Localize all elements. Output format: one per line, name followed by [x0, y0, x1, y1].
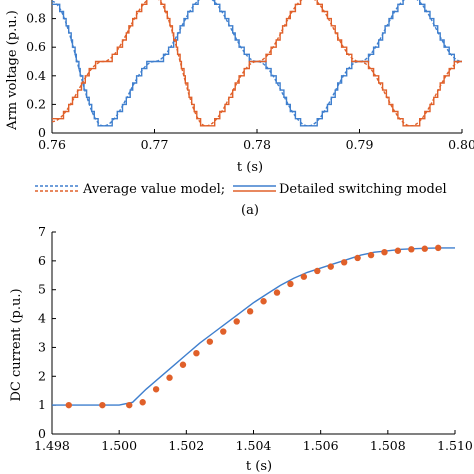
- data-point-marker: [381, 249, 388, 256]
- data-point-marker: [206, 338, 214, 345]
- bottom-xlabel: t (s): [246, 459, 272, 474]
- y-tick-label: 1: [38, 397, 46, 412]
- x-tick-label: 1.500: [101, 438, 137, 453]
- data-point-marker: [367, 251, 375, 259]
- y-tick-label: 0.4: [26, 68, 46, 83]
- series-group: [52, 244, 455, 409]
- y-tick-label: 4: [38, 311, 46, 326]
- series-line: [52, 0, 462, 127]
- data-point-marker: [354, 254, 361, 262]
- x-tick-label: 0.79: [346, 137, 374, 152]
- data-point-marker: [421, 245, 428, 252]
- x-tick-label: 1.508: [370, 438, 406, 453]
- y-tick-label: 0: [38, 125, 46, 140]
- y-tick-label: 5: [38, 282, 46, 297]
- data-point-marker: [287, 280, 294, 288]
- series-group: [52, 0, 462, 127]
- data-point-marker: [233, 318, 240, 325]
- data-point-marker: [273, 289, 281, 296]
- y-tick-label: 0: [38, 426, 46, 441]
- data-point-marker: [126, 401, 133, 409]
- data-point-marker: [408, 246, 415, 253]
- data-point-marker: [327, 263, 334, 270]
- data-point-marker: [65, 401, 72, 409]
- top-xlabel: t (s): [237, 160, 263, 175]
- x-tick-label: 0.78: [243, 137, 271, 152]
- data-point-marker: [166, 374, 173, 381]
- y-tick-label: 6: [38, 253, 46, 268]
- top-plot-area: 0.76 0.77 0.78 0.79 0.80 0 0.2 0.4 0.6 0.8: [26, 0, 474, 152]
- y-tick-label: 7: [38, 224, 46, 239]
- data-point-marker: [435, 244, 442, 252]
- x-tick-label: 0.80: [448, 137, 474, 152]
- bottom-plot-area: 1.498 1.500 1.502 1.504 1.506 1.508 1.510 0 1 2 3 4…: [34, 224, 473, 453]
- y-tick-label: 0.2: [26, 96, 46, 111]
- x-tick-label: 0.77: [141, 137, 169, 152]
- data-point-marker: [314, 267, 321, 275]
- subfigure-caption-a: (a): [241, 203, 259, 218]
- data-point-marker: [220, 328, 227, 335]
- series-line: [52, 0, 462, 127]
- x-tick-label: 0.76: [38, 137, 66, 152]
- data-point-marker: [260, 298, 267, 305]
- bottom-ylabel: DC current (p.u.): [9, 288, 24, 401]
- data-point-marker: [152, 386, 160, 393]
- legend-average-label: Average value model;: [82, 182, 225, 197]
- legend: Average value model; Detailed switching …: [35, 182, 447, 197]
- series-line: [52, 0, 462, 127]
- y-tick-label: 0.6: [26, 39, 46, 54]
- y-tick-label: 2: [38, 368, 46, 383]
- data-point-marker: [179, 361, 187, 368]
- series-line: [52, 247, 455, 406]
- x-tick-label: 1.504: [236, 438, 272, 453]
- x-tick-label: 1.498: [34, 438, 70, 453]
- series-line: [52, 0, 462, 127]
- top-ylabel: Arm voltage (p.u.): [5, 10, 20, 131]
- legend-detailed-label: Detailed switching model: [279, 182, 447, 197]
- data-point-marker: [99, 401, 106, 409]
- x-tick-label: 1.502: [168, 438, 204, 453]
- y-tick-label: 0.8: [26, 11, 46, 26]
- data-point-marker: [193, 350, 200, 357]
- top-panel: 0.76 0.77 0.78 0.79 0.80 0 0.2 0.4 0.6 0.8 Arm vo…: [5, 0, 474, 218]
- data-point-marker: [246, 308, 254, 315]
- bottom-panel: 1.498 1.500 1.502 1.504 1.506 1.508 1.510 0 1 2 3 4…: [9, 224, 473, 474]
- data-point-marker: [300, 273, 308, 280]
- data-point-marker: [340, 259, 348, 266]
- data-point-marker: [139, 399, 146, 406]
- x-tick-label: 1.506: [303, 438, 339, 453]
- y-tick-label: 3: [38, 339, 46, 354]
- x-tick-label: 1.510: [437, 438, 473, 453]
- data-point-marker: [394, 247, 402, 254]
